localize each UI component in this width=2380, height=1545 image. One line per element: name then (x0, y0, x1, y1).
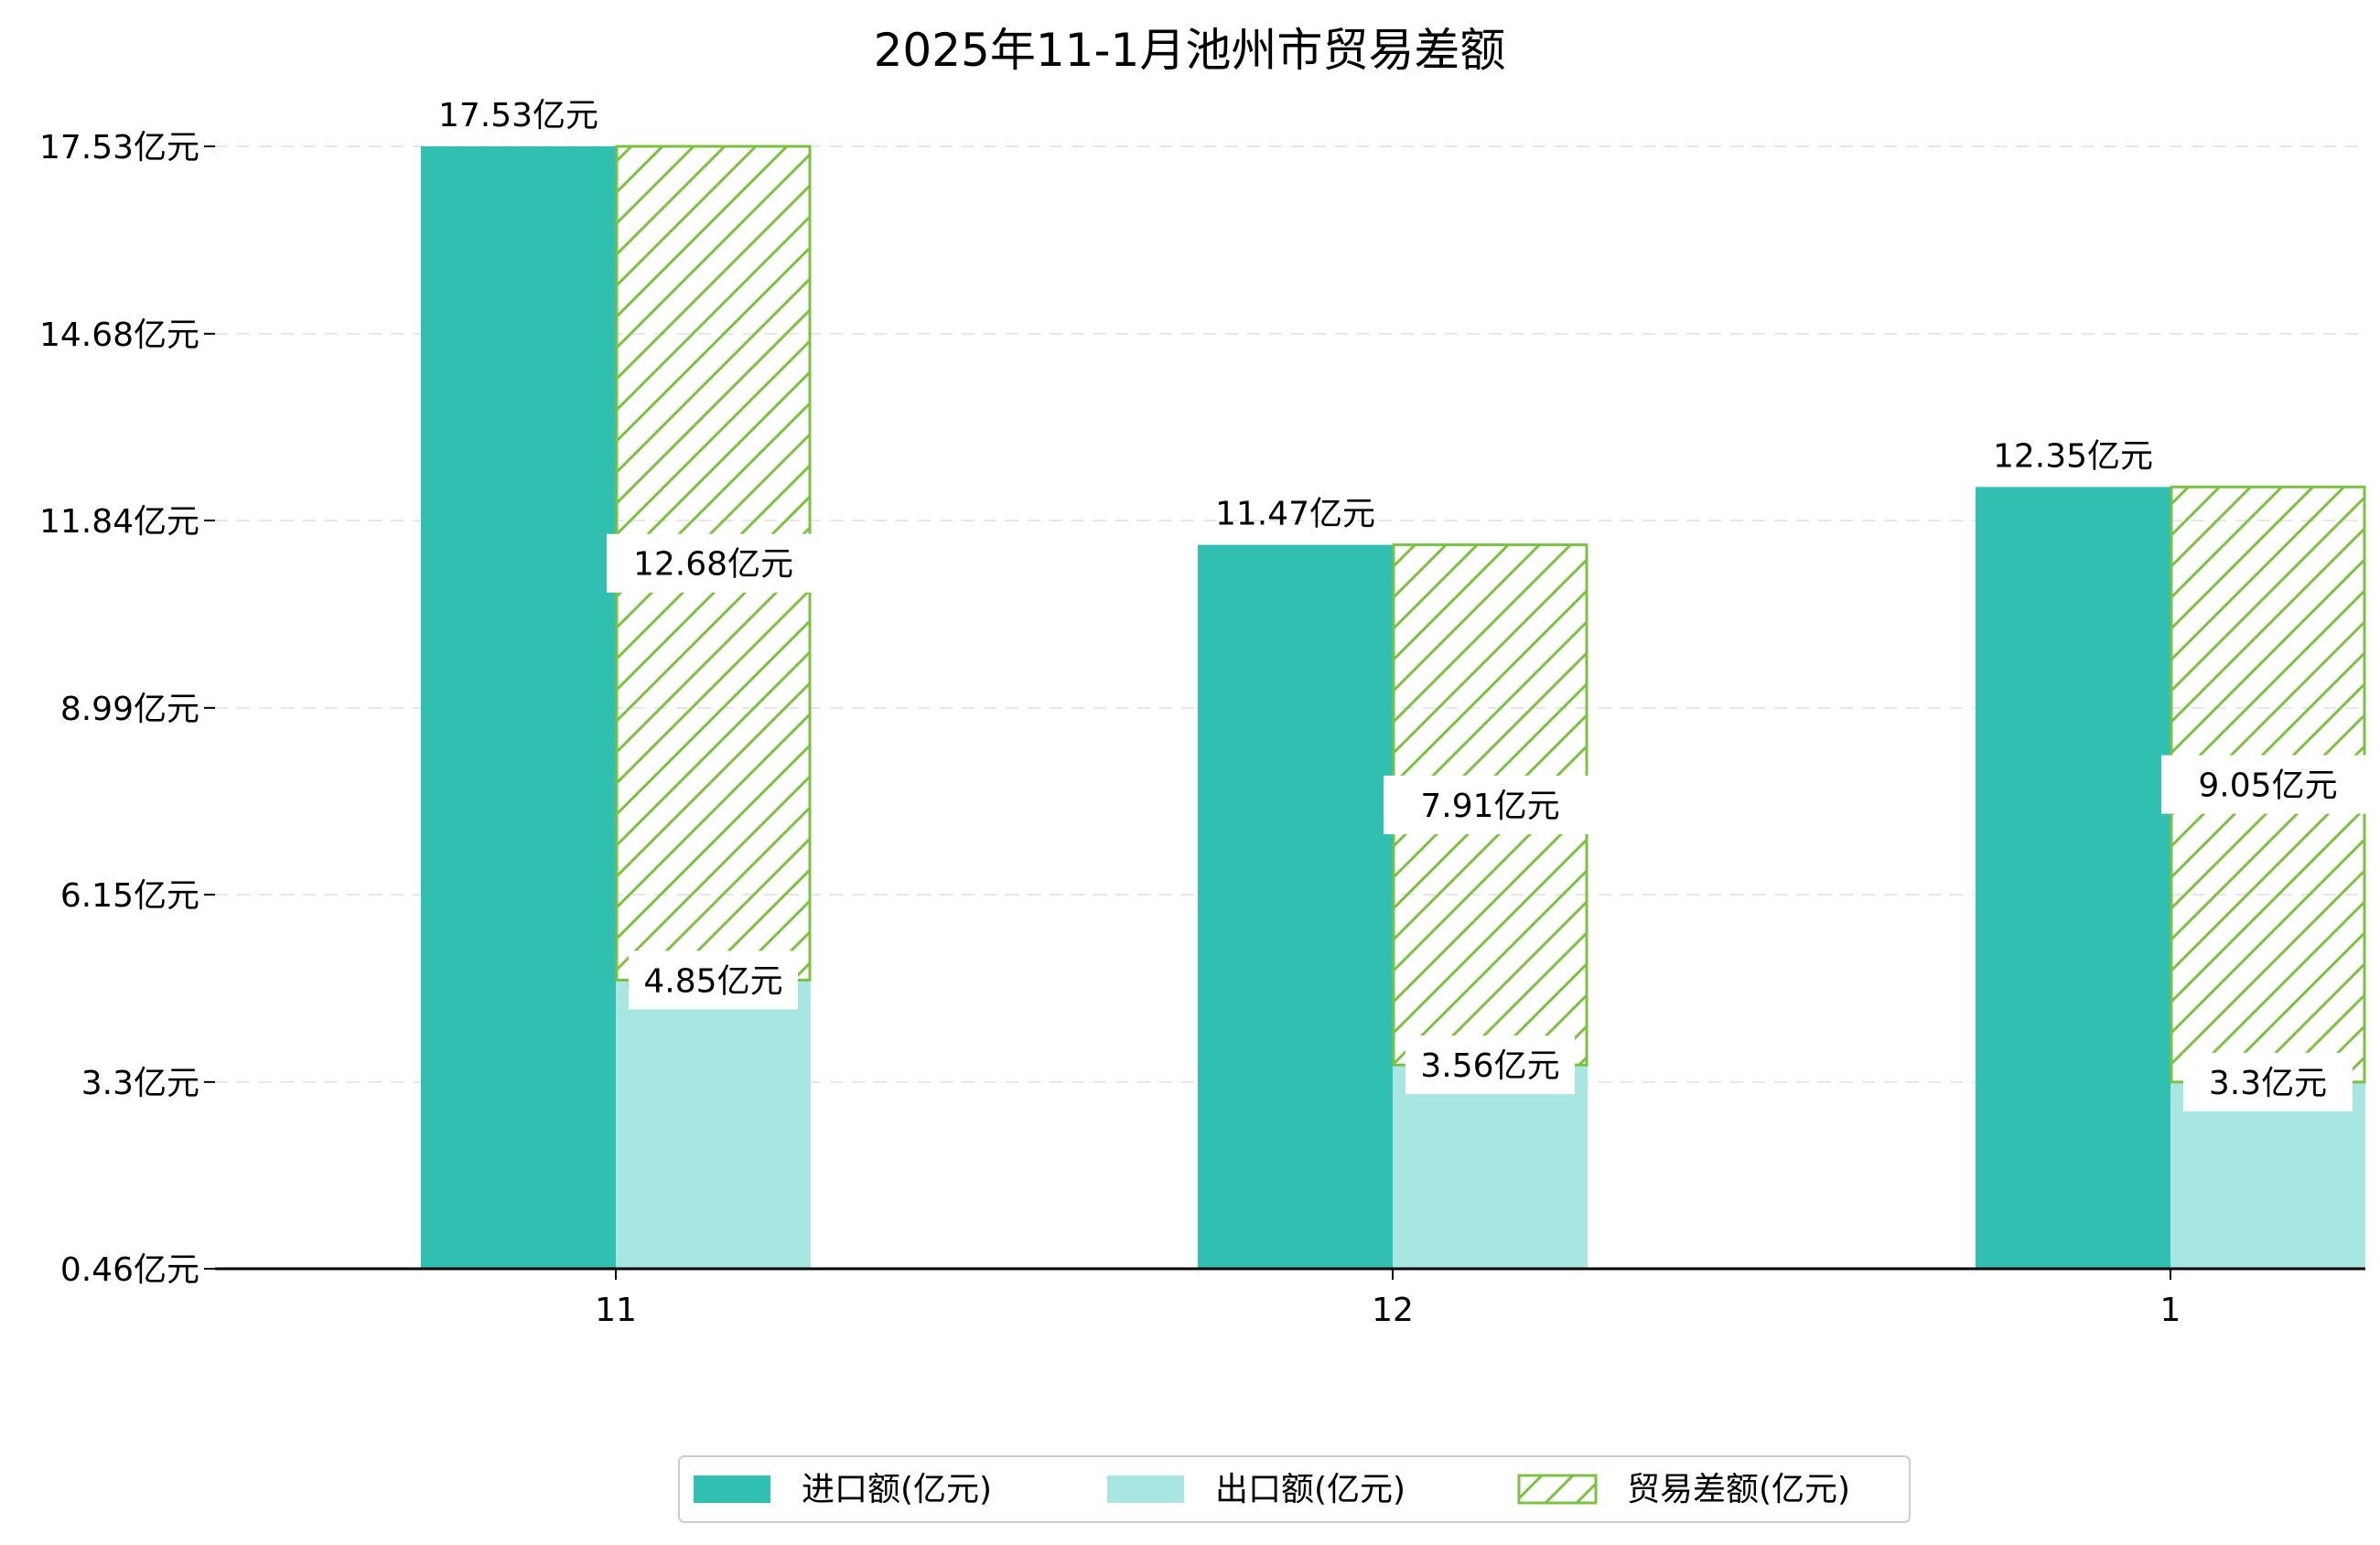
data-labels: 17.53亿元 12.68亿元 4.85亿元 11.47亿元 7.91亿元 3.56亿元 1… (438, 97, 2375, 1111)
bar-export (1393, 1065, 1588, 1269)
y-tick-label: 17.53亿元 (39, 129, 199, 166)
y-tick-label: 8.99亿元 (60, 691, 199, 728)
data-label-balance-bg (2161, 755, 2375, 814)
data-label-balance-bg (607, 533, 820, 593)
data-label-balance-bg (1384, 775, 1597, 834)
data-label-import: 12.35亿元 (1993, 437, 2153, 475)
data-label-export-bg (2183, 1052, 2353, 1111)
legend-label: 出口额(亿元) (1215, 1471, 1405, 1508)
bars (421, 145, 2366, 1269)
data-label-import: 17.53亿元 (438, 97, 598, 134)
bar-import (421, 146, 616, 1269)
bar-export (2170, 1081, 2365, 1269)
legend-swatch (694, 1475, 770, 1503)
data-label-export: 3.56亿元 (1420, 1047, 1559, 1085)
data-label-export-bg (1405, 1035, 1575, 1095)
y-tick-label: 14.68亿元 (39, 317, 199, 354)
y-tick-label: 3.3亿元 (81, 1065, 199, 1102)
bar-import (1976, 487, 2170, 1269)
legend-label: 进口额(亿元) (802, 1471, 992, 1508)
legend: 进口额(亿元) 出口额(亿元) 贸易差额(亿元) (678, 1455, 1911, 1523)
bar-export (616, 980, 811, 1269)
data-label-export-bg (629, 950, 798, 1010)
legend-swatch (1107, 1475, 1184, 1503)
legend-box (678, 1455, 1911, 1523)
y-tick-label: 0.46亿元 (60, 1251, 199, 1289)
data-label-balance: 9.05亿元 (2198, 767, 2337, 805)
data-label-export: 3.3亿元 (2209, 1065, 2327, 1102)
x-tick-label: 1 (2160, 1292, 2181, 1329)
data-label-balance: 12.68亿元 (633, 546, 793, 584)
legend-swatch (1517, 1474, 1598, 1505)
data-label-balance: 7.91亿元 (1420, 788, 1559, 825)
data-label-import: 11.47亿元 (1215, 496, 1375, 533)
x-tick-label: 12 (1372, 1292, 1414, 1329)
axes: 0.46亿元3.3亿元6.15亿元8.99亿元11.84亿元14.68亿元17.… (39, 129, 2365, 1329)
bar-import (1198, 544, 1393, 1269)
y-tick-label: 6.15亿元 (60, 877, 199, 915)
x-tick-label: 11 (595, 1292, 637, 1329)
y-tick-label: 11.84亿元 (39, 503, 199, 541)
data-label-export: 4.85亿元 (643, 962, 782, 1000)
legend-label: 贸易差额(亿元) (1627, 1471, 1850, 1508)
chart-title: 2025年11-1月池州市贸易差额 (874, 24, 1506, 77)
